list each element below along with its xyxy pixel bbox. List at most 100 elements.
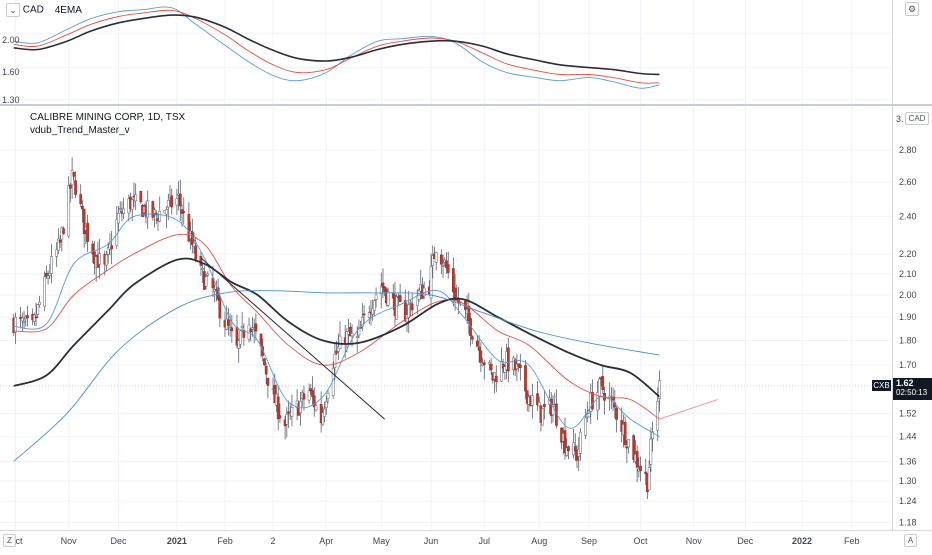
candle-body-down — [632, 435, 636, 460]
price-tick-label: 2.00 — [899, 290, 917, 300]
candle — [50, 243, 53, 284]
candle — [67, 176, 71, 239]
candle — [361, 303, 364, 331]
candle — [434, 251, 438, 271]
candle — [386, 287, 390, 308]
candle — [69, 182, 72, 203]
candle — [48, 264, 52, 280]
auto-scale-button[interactable]: A — [904, 534, 917, 547]
candle-body-down — [151, 201, 155, 218]
price-tick-label: 1.70 — [899, 360, 917, 370]
candle-body-up — [206, 273, 210, 276]
candle — [501, 358, 505, 374]
candle — [43, 271, 46, 312]
candle-body-up — [350, 333, 354, 337]
price-tick-label: 2.40 — [899, 211, 917, 221]
candle-body-down — [276, 396, 280, 420]
settings-icon[interactable]: ⚙ — [905, 2, 919, 16]
candle — [518, 353, 522, 381]
time-tick-label: Dec — [110, 536, 127, 546]
candle — [266, 377, 270, 399]
candle-body-up — [579, 431, 582, 454]
candle-body-up — [158, 211, 162, 222]
candle-body-up — [407, 304, 411, 318]
candle — [153, 207, 156, 228]
candle — [62, 226, 65, 235]
time-tick-label: 2021 — [167, 536, 187, 546]
candle-body-down — [625, 446, 629, 449]
candle-body-down — [611, 396, 615, 401]
candle-body-down — [479, 350, 483, 363]
candle — [19, 306, 22, 329]
candle-body-up — [14, 317, 17, 333]
time-axis[interactable]: OctNovDec2021Feb2AprMayJunJulAugSepOctNo… — [0, 530, 932, 551]
candle-body-down — [227, 319, 230, 326]
candle-body-up — [70, 170, 74, 186]
time-tick-label: Apr — [319, 536, 333, 546]
candle — [58, 235, 62, 249]
candle-body-up — [409, 302, 412, 304]
candle-body-down — [362, 313, 366, 316]
candle-body-down — [639, 465, 642, 471]
candle-body-up — [379, 285, 383, 295]
candle-body-up — [46, 275, 50, 279]
candle-body-down — [242, 330, 246, 338]
candle-body-up — [434, 252, 438, 263]
ema-tick-1-30: 1.30 — [2, 95, 20, 105]
candle — [591, 379, 594, 411]
candle-body-down — [563, 430, 567, 454]
candle — [285, 407, 289, 438]
ema-currency: CAD — [22, 4, 44, 16]
candle — [14, 312, 17, 344]
candle-body-down — [312, 395, 316, 408]
price-tick-label: 2.80 — [899, 145, 917, 155]
candle-body-up — [32, 314, 36, 322]
candle — [477, 335, 481, 363]
ma-long-line — [13, 290, 660, 462]
candle-body-down — [501, 363, 505, 369]
candle — [230, 314, 234, 343]
price-axis[interactable]: 2.80 2.60 2.40 2.20 2.10 2.00 1.90 1.80 1.70 1.52… — [892, 106, 932, 530]
candle — [374, 287, 378, 308]
candle-body-down — [34, 316, 38, 319]
candle — [446, 251, 450, 279]
candle — [146, 190, 150, 230]
candle-body-down — [644, 471, 648, 475]
candle-body-down — [439, 254, 443, 265]
candle — [175, 188, 179, 215]
timezone-button[interactable]: Z — [3, 534, 16, 547]
candle-body-up — [239, 330, 242, 345]
candle-body-down — [110, 245, 113, 250]
candle-body-down — [218, 298, 222, 319]
candle-body-up — [441, 265, 445, 267]
candle — [379, 272, 383, 309]
candle-body-down — [249, 328, 253, 333]
candle — [323, 401, 326, 423]
candle-body-up — [98, 253, 101, 265]
candle — [572, 428, 575, 459]
candle — [326, 389, 330, 404]
candle-body-down — [494, 375, 498, 383]
price-tag-box: 1.62 02:50:13 — [893, 377, 932, 400]
ma-fast-line — [13, 213, 660, 438]
candle-body-up — [321, 412, 325, 425]
candle — [74, 171, 77, 198]
candle-body-down — [635, 451, 639, 468]
price-plot[interactable] — [0, 106, 893, 530]
candle — [311, 376, 314, 406]
collapse-icon[interactable]: ⌄ — [6, 3, 20, 17]
currency-button[interactable]: CAD — [905, 112, 929, 125]
ema-price-axis[interactable]: ⚙ — [892, 0, 932, 104]
candle — [494, 365, 498, 393]
candle-body-down — [311, 390, 314, 397]
countdown: 02:50:13 — [896, 387, 928, 397]
candle-body-up — [374, 294, 378, 300]
candle-body-up — [323, 408, 326, 417]
candle-body-up — [146, 200, 150, 218]
ema-plot — [0, 0, 893, 104]
candle — [403, 289, 407, 323]
candle — [187, 202, 191, 243]
price-axis-ticks: 2.80 2.60 2.40 2.20 2.10 2.00 1.90 1.80 1.70 1.52… — [899, 145, 917, 528]
candle — [333, 342, 337, 380]
price-tick-label: 2.10 — [899, 269, 917, 279]
